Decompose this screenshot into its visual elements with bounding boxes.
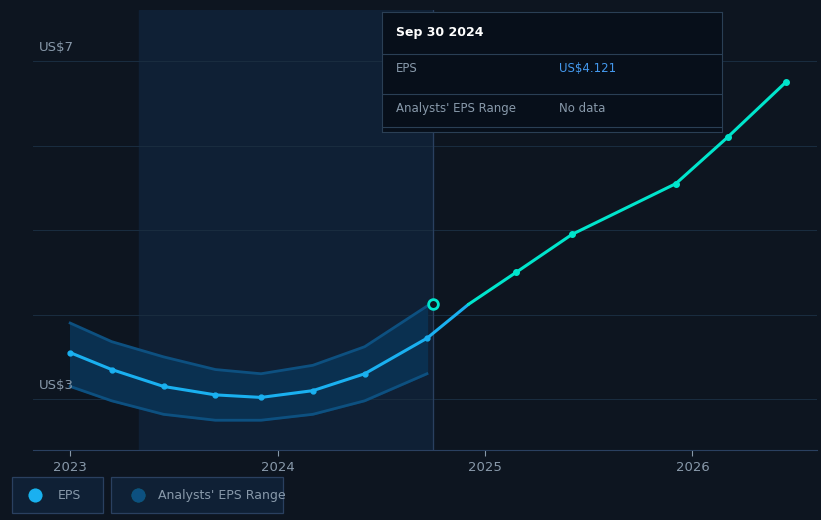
FancyBboxPatch shape <box>111 477 283 513</box>
Text: US$3: US$3 <box>39 379 74 392</box>
Text: No data: No data <box>559 102 605 115</box>
Text: US$7: US$7 <box>39 41 74 54</box>
Text: Analysts Forecasts: Analysts Forecasts <box>447 57 564 70</box>
FancyBboxPatch shape <box>12 477 103 513</box>
Text: US$4.121: US$4.121 <box>559 62 616 75</box>
Text: EPS: EPS <box>396 62 417 75</box>
Bar <box>139 10 433 450</box>
Text: Analysts' EPS Range: Analysts' EPS Range <box>396 102 516 115</box>
Text: Actual: Actual <box>386 57 425 70</box>
Text: EPS: EPS <box>57 489 80 502</box>
Text: Sep 30 2024: Sep 30 2024 <box>396 27 483 40</box>
Text: Analysts' EPS Range: Analysts' EPS Range <box>158 489 286 502</box>
